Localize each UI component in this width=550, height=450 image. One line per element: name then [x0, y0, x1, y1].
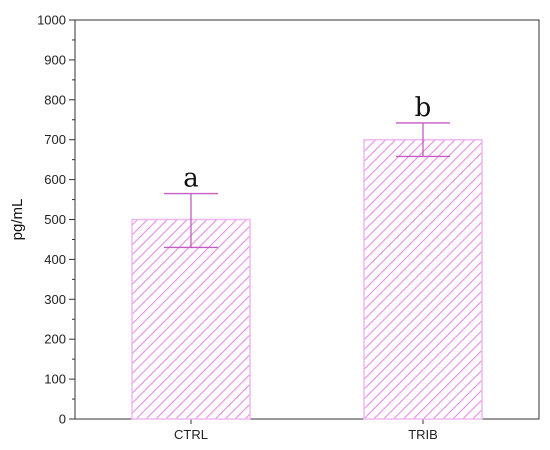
- bar-ctrl: [131, 218, 251, 420]
- y-tick-label: 100: [44, 372, 66, 387]
- y-tick-label: 600: [44, 172, 66, 187]
- y-tick-label: 900: [44, 52, 66, 67]
- y-axis-title: pg/mL: [9, 199, 26, 241]
- y-tick-label: 700: [44, 132, 66, 147]
- axes: [69, 19, 540, 424]
- y-tick-label: 400: [44, 252, 66, 267]
- significance-label-trib: b: [415, 93, 432, 123]
- significance-label-ctrl: a: [183, 164, 199, 194]
- y-tick-label: 800: [44, 92, 66, 107]
- bar-trib: [363, 138, 483, 420]
- y-tick-label: 500: [44, 212, 66, 227]
- y-tick-label: 300: [44, 292, 66, 307]
- y-tick-label: 0: [59, 412, 66, 427]
- x-tick-label-trib: TRIB: [408, 427, 438, 442]
- labels: 0 100 200 300 400 500 600 700 800 900 1000 pg/mL a CT…: [9, 13, 438, 443]
- y-tick-label: 200: [44, 332, 66, 347]
- x-tick-label-ctrl: CTRL: [174, 427, 208, 442]
- y-tick-label: 1000: [37, 13, 66, 28]
- bars: [131, 122, 483, 420]
